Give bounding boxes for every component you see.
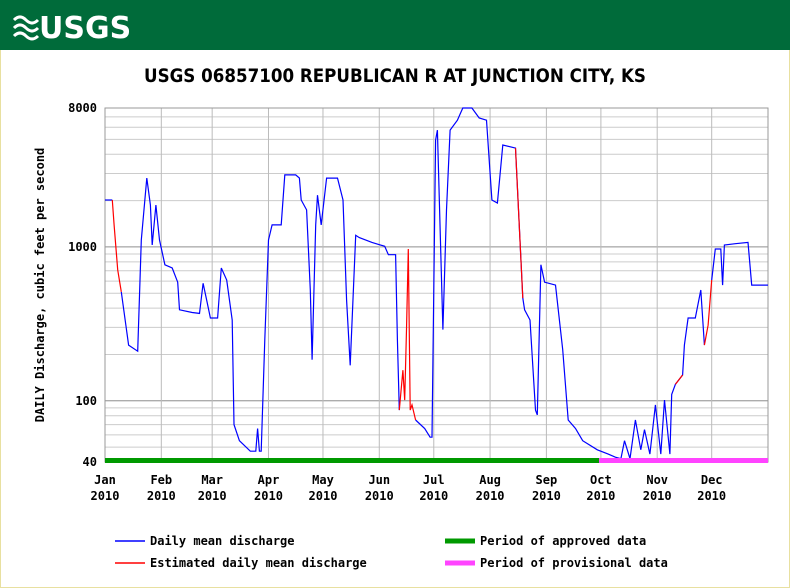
x-tick-label: Aug 2010 bbox=[476, 473, 505, 503]
legend-label: Period of approved data bbox=[480, 534, 646, 548]
series-line bbox=[415, 107, 705, 460]
chart-title: USGS 06857100 REPUBLICAN R AT JUNCTION C… bbox=[144, 65, 646, 87]
x-tick-label: Feb 2010 bbox=[147, 473, 176, 503]
period-bar bbox=[599, 458, 768, 463]
x-tick-label: Jun 2010 bbox=[365, 473, 394, 503]
x-tick-label: Nov 2010 bbox=[643, 473, 672, 503]
series-line bbox=[398, 248, 417, 421]
y-axis-label: DAILY Discharge, cubic feet per second bbox=[33, 148, 47, 423]
y-tick-label: 40 bbox=[83, 455, 97, 469]
x-tick-label: Jul 2010 bbox=[419, 473, 448, 503]
x-tick-label: Apr 2010 bbox=[254, 473, 283, 503]
y-tick-label: 100 bbox=[75, 394, 97, 408]
x-tick-label: Dec 2010 bbox=[697, 473, 726, 503]
x-tick-label: Mar 2010 bbox=[198, 473, 227, 503]
header-bar bbox=[0, 0, 790, 50]
legend-label: Daily mean discharge bbox=[150, 534, 295, 548]
series-line bbox=[703, 279, 713, 346]
x-tick-label: Oct 2010 bbox=[586, 473, 615, 503]
x-tick-label: Sep 2010 bbox=[532, 473, 561, 503]
series-line bbox=[711, 241, 768, 286]
x-tick-label: Jan 2010 bbox=[91, 473, 120, 503]
series-line bbox=[514, 148, 524, 299]
legend-label: Estimated daily mean discharge bbox=[150, 556, 367, 570]
y-tick-label: 1000 bbox=[68, 240, 97, 254]
y-tick-label: 8000 bbox=[68, 101, 97, 115]
series-line bbox=[674, 374, 684, 385]
legend-label: Period of provisional data bbox=[480, 556, 668, 570]
logo-waves bbox=[12, 15, 40, 41]
series-line bbox=[120, 174, 400, 452]
logo: USGS bbox=[39, 11, 131, 46]
x-tick-label: May 2010 bbox=[309, 473, 338, 503]
series-line bbox=[111, 199, 122, 292]
period-bar bbox=[105, 458, 600, 463]
plot-area bbox=[105, 108, 768, 462]
